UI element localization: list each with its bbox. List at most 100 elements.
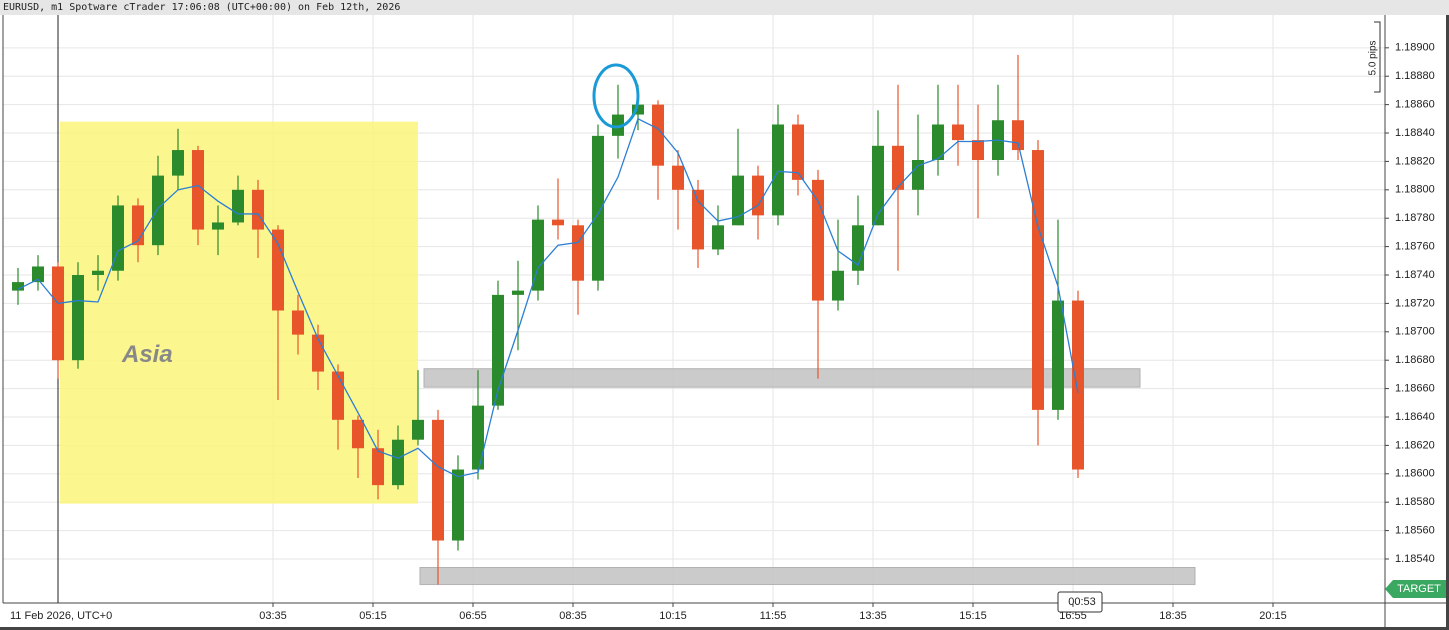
candle-body (1052, 300, 1064, 410)
candle-body (752, 175, 764, 216)
candle-body (512, 290, 524, 295)
candle-body (852, 225, 864, 271)
candle-body (492, 294, 504, 406)
candle-body (192, 150, 204, 230)
y-tick-label: 1.18600 (1395, 468, 1435, 480)
candle-body (212, 222, 224, 230)
moving-average (17, 117, 1079, 478)
countdown: 00:53 (1068, 596, 1096, 608)
y-tick-label: 1.18560 (1395, 524, 1435, 536)
y-tick-label: 1.18660 (1395, 383, 1435, 395)
x-tick-label: 08:35 (559, 610, 587, 622)
candle-body (732, 175, 744, 226)
y-tick-label: 1.18840 (1395, 127, 1435, 139)
candle-body (132, 205, 144, 246)
scale-bracket (1374, 21, 1381, 93)
candle-body (1072, 300, 1084, 470)
y-tick-label: 1.18580 (1395, 496, 1435, 508)
candle-body (712, 225, 724, 250)
y-tick-label: 1.18700 (1395, 326, 1435, 338)
candle-body (532, 219, 544, 291)
candle-body (912, 159, 924, 190)
candle-body (892, 145, 904, 190)
candle-body (672, 165, 684, 190)
zone (423, 368, 1141, 388)
candle-body (652, 104, 664, 166)
candle-body (72, 275, 84, 361)
candle-body (432, 419, 444, 541)
candle-body (792, 124, 804, 180)
x-tick-label: 11:55 (760, 610, 787, 622)
candle-body (272, 229, 284, 311)
candle-body (972, 140, 984, 160)
candle-body (932, 124, 944, 160)
candle-body (172, 150, 184, 176)
candle-body (1032, 150, 1044, 410)
candle-body (552, 219, 564, 226)
title-bar (0, 0, 1449, 15)
y-tick-label: 1.18820 (1395, 155, 1435, 167)
candle-body (692, 189, 704, 250)
x-tick-label: 20:15 (1259, 610, 1287, 622)
candle-body (232, 189, 244, 223)
x-tick-label: 10:15 (659, 610, 687, 622)
candle-body (472, 405, 484, 470)
target-label: TARGET (1397, 583, 1441, 595)
y-tick-label: 1.18720 (1395, 297, 1435, 309)
candle-body (392, 439, 404, 486)
x-tick-label: 18:35 (1159, 610, 1187, 622)
countdown-box (1057, 591, 1103, 613)
target-tag (1385, 580, 1446, 598)
candle-body (52, 266, 64, 361)
y-tick-label: 1.18860 (1395, 99, 1435, 111)
y-tick-label: 1.18540 (1395, 553, 1435, 565)
candle-body (152, 175, 164, 246)
candle-body (352, 419, 364, 449)
candle-body (772, 124, 784, 216)
x-tick-label: 16:55 (1059, 610, 1087, 622)
candle-body (632, 104, 644, 115)
candle-body (252, 189, 264, 230)
x-tick-label: 13:35 (859, 610, 887, 622)
candle-body (832, 270, 844, 301)
candle-body (292, 310, 304, 335)
candle-body (92, 270, 104, 276)
candle-body (572, 225, 584, 281)
highlight-circle (592, 63, 640, 129)
y-tick-label: 1.18780 (1395, 212, 1435, 224)
y-tick-label: 1.18900 (1395, 42, 1435, 54)
frame (1446, 15, 1449, 630)
scale-label: 5.0 pips (1368, 40, 1379, 75)
candle-body (612, 114, 624, 136)
candle-body (872, 145, 884, 226)
candle-body (372, 448, 384, 486)
y-tick-label: 1.18760 (1395, 241, 1435, 253)
candle-body (952, 124, 964, 141)
candle-body (12, 282, 24, 291)
candle-body (412, 419, 424, 440)
x-tick-label: 05:15 (359, 610, 387, 622)
y-tick-label: 1.18620 (1395, 439, 1435, 451)
zone (419, 567, 1196, 586)
session-label: Asia (121, 341, 173, 368)
x-tick-label: 11 Feb 2026, UTC+0 (10, 610, 112, 622)
y-tick-label: 1.18740 (1395, 269, 1435, 281)
y-tick-label: 1.18640 (1395, 411, 1435, 423)
candle-body (32, 266, 44, 283)
candle-body (592, 135, 604, 281)
candle-body (812, 179, 824, 301)
candle-body (112, 205, 124, 271)
x-tick-label: 03:35 (259, 610, 287, 622)
y-tick-label: 1.18880 (1395, 70, 1435, 82)
x-tick-label: 06:55 (459, 610, 487, 622)
candle-body (452, 469, 464, 541)
x-tick-label: 15:15 (959, 610, 987, 622)
candle-body (332, 371, 344, 420)
chart-title: EURUSD, m1 Spotware cTrader 17:06:08 (UT… (3, 2, 400, 13)
y-tick-label: 1.18680 (1395, 354, 1435, 366)
y-tick-label: 1.18800 (1395, 184, 1435, 196)
plot-area: Asia (3, 15, 1385, 603)
frame (0, 627, 1449, 630)
session-box (60, 121, 418, 504)
